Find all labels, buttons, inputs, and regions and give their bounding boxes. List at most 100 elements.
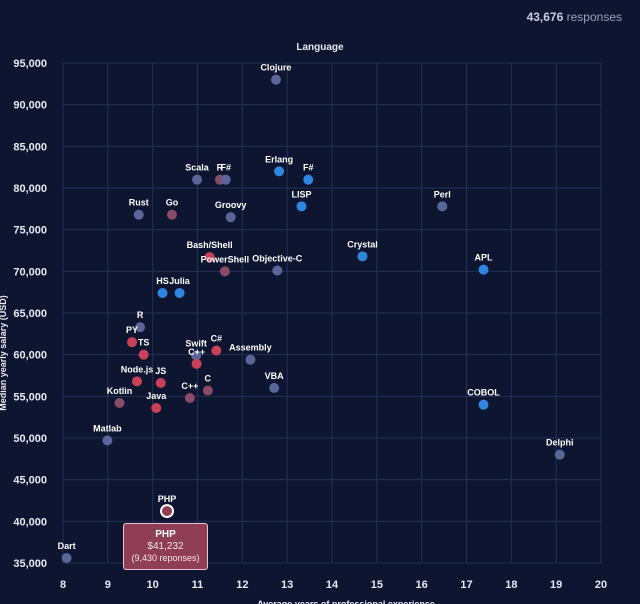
data-point xyxy=(204,252,215,263)
data-point xyxy=(160,504,175,519)
point-label: Julia xyxy=(169,276,191,286)
data-point xyxy=(191,358,202,369)
data-point xyxy=(272,265,283,276)
data-point xyxy=(225,212,236,223)
point-label: TS xyxy=(138,338,150,348)
point-label: COBOL xyxy=(467,388,500,398)
point-label: VBA xyxy=(265,371,285,381)
data-point xyxy=(127,337,138,348)
point-label: C# xyxy=(211,334,223,344)
y-tick-label: 50,000 xyxy=(13,433,47,445)
data-point xyxy=(174,288,185,298)
point-label: PY xyxy=(126,325,138,335)
x-tick-label: 16 xyxy=(416,579,428,591)
point-label: Rust xyxy=(129,198,149,208)
data-point xyxy=(166,209,177,220)
point-label: C++ xyxy=(181,381,198,391)
data-point xyxy=(61,553,72,563)
y-tick-label: 45,000 xyxy=(13,475,47,487)
point-label: Dart xyxy=(58,541,76,551)
y-tick-label: 75,000 xyxy=(13,225,47,237)
x-tick-label: 9 xyxy=(105,579,111,591)
data-point xyxy=(270,74,281,85)
point-label: Clojure xyxy=(260,63,291,73)
data-point xyxy=(135,322,146,333)
point-label: Crystal xyxy=(347,239,378,249)
y-tick-label: 85,000 xyxy=(13,141,47,153)
point-label: PowerShell xyxy=(201,254,250,264)
y-tick-label: 65,000 xyxy=(13,308,47,320)
data-point xyxy=(202,385,213,396)
data-point xyxy=(220,174,231,185)
point-label: R xyxy=(217,163,224,173)
tooltip-count: (9,430 reponses) xyxy=(131,553,200,563)
point-label: C xyxy=(205,374,212,384)
data-point xyxy=(357,251,368,262)
data-point xyxy=(269,383,280,393)
data-point xyxy=(191,350,202,361)
point-label: Java xyxy=(146,391,167,401)
y-tick-label: 35,000 xyxy=(13,558,47,570)
x-tick-label: 20 xyxy=(595,579,607,591)
point-label: Matlab xyxy=(93,424,122,434)
x-tick-label: 15 xyxy=(371,579,383,591)
data-point xyxy=(437,201,448,212)
point-label: JS xyxy=(155,366,166,376)
point-label: Perl xyxy=(434,189,451,199)
y-tick-label: 95,000 xyxy=(13,58,47,70)
point-label: Groovy xyxy=(215,200,247,210)
response-count-label: responses xyxy=(566,10,622,24)
point-label: PHP xyxy=(158,494,177,504)
chart-title: Language xyxy=(296,42,344,53)
x-tick-label: 13 xyxy=(281,579,293,591)
point-label: C++ xyxy=(188,347,205,357)
data-point xyxy=(102,435,113,446)
data-point xyxy=(554,449,565,460)
point-label: Swift xyxy=(185,339,207,349)
point-label: HS xyxy=(156,276,169,286)
point-label: Go xyxy=(166,198,179,208)
x-tick-label: 18 xyxy=(505,579,517,591)
point-label: Objective-C xyxy=(252,254,303,264)
response-count: 43,676 responses xyxy=(527,10,622,24)
data-point xyxy=(303,174,314,185)
data-point xyxy=(131,376,142,387)
x-tick-label: 10 xyxy=(147,579,159,591)
y-tick-label: 40,000 xyxy=(13,516,47,528)
point-label: Node.js xyxy=(121,364,154,374)
x-tick-label: 19 xyxy=(550,579,562,591)
response-count-value: 43,676 xyxy=(526,10,564,24)
x-tick-label: 8 xyxy=(60,579,66,591)
data-point xyxy=(157,288,168,298)
y-tick-label: 90,000 xyxy=(13,100,47,112)
data-point xyxy=(192,174,203,185)
data-point xyxy=(155,378,166,388)
x-tick-label: 17 xyxy=(460,579,472,591)
point-label: Erlang xyxy=(265,154,293,164)
point-label: APL xyxy=(475,253,494,263)
x-axis-label: Average years of professional experience xyxy=(257,599,435,604)
data-point xyxy=(211,345,222,356)
data-point xyxy=(114,398,125,408)
point-label: LISP xyxy=(292,189,312,199)
tooltip-title: PHP xyxy=(155,529,176,540)
point-label: Delphi xyxy=(546,438,574,448)
point-label: F# xyxy=(303,163,314,173)
data-point xyxy=(245,354,256,365)
data-point xyxy=(274,166,285,177)
point-label: F# xyxy=(220,163,231,173)
data-point xyxy=(296,201,307,212)
data-point xyxy=(151,403,162,413)
x-tick-label: 12 xyxy=(236,579,248,591)
point-label: Scala xyxy=(185,163,210,173)
point-label: Assembly xyxy=(229,343,272,353)
data-point xyxy=(138,349,149,360)
tooltip: PHP $41,232 (9,430 reponses) xyxy=(123,523,208,570)
y-tick-label: 60,000 xyxy=(13,350,47,362)
point-label: Kotlin xyxy=(107,386,133,396)
y-tick-label: 80,000 xyxy=(13,183,47,195)
data-point xyxy=(184,393,195,403)
y-tick-label: 55,000 xyxy=(13,391,47,403)
y-axis-label: Median yearly salary (USD) xyxy=(0,295,8,411)
